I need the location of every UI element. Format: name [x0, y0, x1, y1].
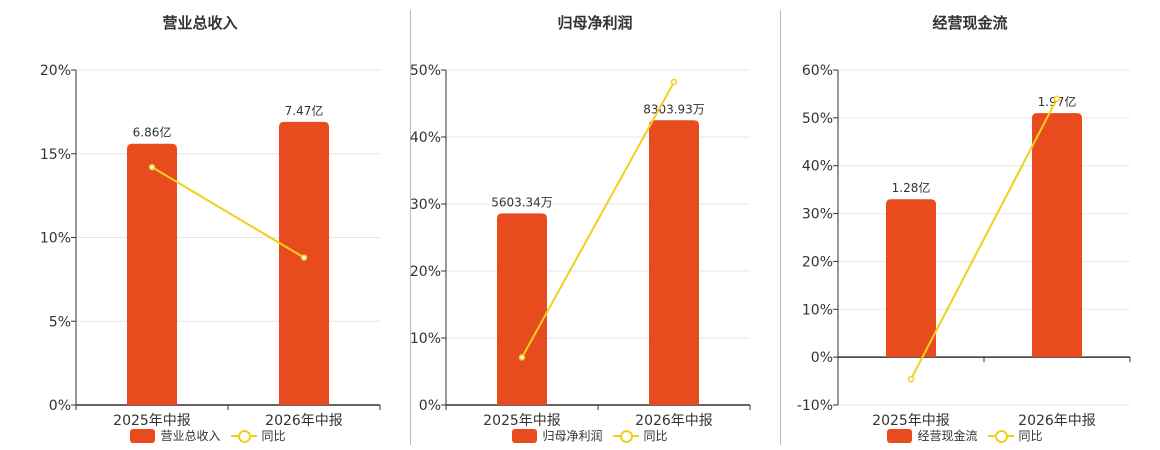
y-tick-label: 20%	[802, 254, 833, 270]
chart-svg-net-profit: 0% 10% 20% 30% 40% 50% 5603.34万 2025年中报 8303.93万…	[410, 63, 751, 429]
bar	[279, 121, 329, 406]
yoy-line	[910, 98, 1058, 380]
x-tick-label: 2026年中报	[1018, 413, 1096, 429]
yoy-point	[670, 78, 678, 86]
bar	[1032, 113, 1082, 358]
legend-label: 同比	[643, 429, 668, 443]
y-tick-label: 10%	[410, 331, 441, 347]
y-tick-label: 30%	[410, 197, 441, 213]
legend-item-line[interactable]: 同比	[987, 427, 1043, 444]
legend-label: 经营现金流	[917, 429, 978, 443]
yoy-point	[1053, 95, 1061, 102]
legend-item-line[interactable]: 同比	[612, 427, 668, 444]
legend-item-bar[interactable]: 经营现金流	[887, 427, 978, 444]
yoy-point	[148, 163, 156, 171]
y-tick-label: 0%	[811, 350, 833, 366]
y-tick-label: 0%	[49, 398, 71, 414]
chart-legend: 归母净利润 同比	[405, 427, 775, 444]
y-tick-label: 20%	[410, 264, 441, 280]
y-tick-label: 5%	[49, 314, 71, 330]
y-tick-label: -10%	[797, 398, 833, 414]
yoy-point	[300, 254, 308, 261]
chart-legend: 经营现金流 同比	[775, 427, 1155, 444]
y-tick-label: 0%	[419, 398, 441, 414]
legend-label: 同比	[1018, 429, 1043, 443]
y-tick-label: 10%	[40, 231, 71, 247]
legend-label: 营业总收入	[160, 429, 221, 443]
chart-title: 营业总收入	[162, 14, 238, 32]
y-tick-label: 40%	[802, 159, 833, 175]
bar-value-label: 1.28亿	[892, 180, 931, 195]
x-tick-label: 2025年中报	[483, 413, 561, 429]
chart-panel-net-profit: 归母净利润 0% 10% 20% 30% 40% 50% 5603.34万 2025年中报 83…	[410, 0, 780, 450]
bar	[886, 199, 936, 358]
panel-divider	[780, 10, 781, 445]
yoy-line	[521, 81, 675, 358]
chart-svg-revenue: 0% 5% 10% 15% 20% 6.86亿 2025年中报 7.47亿 2026年中报	[40, 63, 381, 429]
bar	[497, 213, 547, 405]
legend-item-bar[interactable]: 归母净利润	[512, 427, 603, 444]
y-tick-label: 60%	[802, 63, 833, 79]
x-tick-label: 2025年中报	[113, 413, 191, 429]
chart-panel-cash-flow: 经营现金流 -10% 0% 10% 20% 30% 40% 50% 60% 1.28亿 2025年…	[780, 0, 1160, 450]
legend-line-swatch	[987, 429, 1014, 443]
y-tick-label: 30%	[802, 207, 833, 223]
bar	[127, 143, 177, 405]
bar-value-label: 7.47亿	[285, 103, 324, 118]
chart-title: 归母净利润	[557, 14, 633, 32]
x-tick-label: 2026年中报	[265, 413, 343, 429]
legend-line-swatch	[612, 429, 639, 443]
legend-item-line[interactable]: 同比	[230, 427, 286, 444]
x-tick-label: 2025年中报	[872, 413, 950, 429]
legend-label: 归母净利润	[542, 429, 603, 443]
y-tick-label: 50%	[802, 111, 833, 127]
bar-value-label: 8303.93万	[643, 102, 705, 116]
legend-bar-swatch	[512, 428, 538, 443]
legend-bar-swatch	[130, 428, 156, 443]
yoy-point	[518, 354, 526, 361]
panel-divider	[410, 10, 411, 445]
bar	[649, 120, 699, 405]
y-tick-label: 10%	[802, 302, 833, 318]
legend-bar-swatch	[887, 428, 913, 443]
yoy-point	[907, 375, 915, 383]
y-tick-label: 15%	[40, 147, 71, 163]
x-tick-label: 2026年中报	[635, 413, 713, 429]
y-tick-label: 50%	[410, 63, 441, 79]
chart-title: 经营现金流	[932, 14, 1008, 32]
bar-value-label: 6.86亿	[133, 125, 172, 140]
legend-item-bar[interactable]: 营业总收入	[130, 427, 221, 444]
y-tick-label: 20%	[40, 63, 71, 79]
chart-svg-cash-flow: -10%0%10%20%30%40%50%60%1.28亿2025年中报1.97…	[797, 63, 1131, 429]
legend-line-swatch	[230, 429, 257, 443]
chart-panel-revenue: 营业总收入 0% 5% 10% 15% 20% 6.86亿 2025年中报 7.47亿 2026…	[0, 0, 400, 450]
legend-label: 同比	[261, 429, 286, 443]
y-tick-label: 40%	[410, 130, 441, 146]
yoy-line	[151, 166, 305, 259]
chart-legend: 营业总收入 同比	[8, 427, 408, 444]
bar-value-label: 5603.34万	[491, 195, 553, 209]
